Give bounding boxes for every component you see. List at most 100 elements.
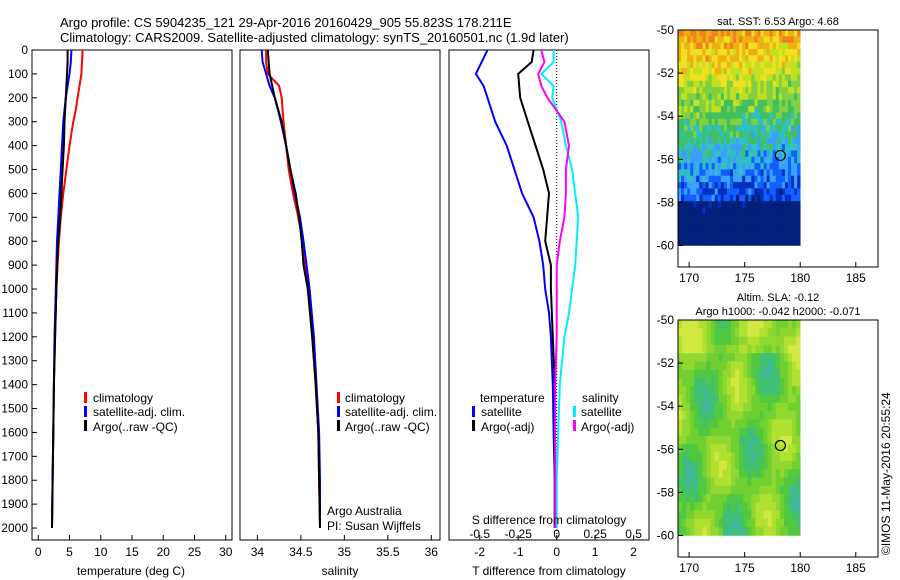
sla-cell <box>678 320 683 329</box>
sst-cell <box>714 131 719 139</box>
sla-cell <box>771 369 777 379</box>
sst-cell <box>748 131 752 139</box>
sst-cell <box>684 87 688 94</box>
sst-cell <box>687 213 691 221</box>
sst-cell <box>678 87 682 94</box>
sst-cell <box>720 74 725 81</box>
sst-cell <box>684 137 688 145</box>
sla-cell <box>694 502 699 511</box>
sst-cell <box>705 194 709 202</box>
x-tick-label: 34 <box>251 545 265 559</box>
sst-cell <box>766 163 770 170</box>
sst-cell <box>788 188 792 196</box>
sla-cell <box>792 427 797 437</box>
sst-cell <box>684 68 688 75</box>
sla-cell <box>730 427 736 437</box>
x-tick-label: 30 <box>219 545 233 559</box>
sst-cell <box>729 30 734 37</box>
sla-cell <box>690 369 695 379</box>
sst-cell <box>784 99 789 107</box>
sst-cell <box>794 49 798 56</box>
sla-cell <box>739 402 744 412</box>
sst-cell <box>797 99 801 107</box>
sla-cell <box>743 336 748 346</box>
sst-cell <box>720 106 725 113</box>
sla-cell <box>788 494 793 503</box>
sla-cell <box>714 436 720 445</box>
sla-cell <box>763 502 768 511</box>
sst-cell <box>754 42 758 50</box>
sst-cell <box>714 220 719 227</box>
sst-cell <box>760 163 764 170</box>
sst-cell <box>687 36 691 43</box>
sst-cell <box>760 232 764 240</box>
sla-cell <box>792 485 797 495</box>
sst-map: sat. SST: 6.53 Argo: 4.68 -50-52-54-56-5… <box>657 16 879 285</box>
sst-cell <box>736 99 740 107</box>
sla-cell <box>686 419 691 429</box>
sla-cell <box>735 494 740 503</box>
sst-cell <box>772 74 777 81</box>
sst-cell <box>702 61 706 69</box>
sla-cell <box>682 320 687 329</box>
sst-cell <box>757 213 761 221</box>
sst-cell <box>684 112 688 120</box>
sst-cell <box>705 131 709 139</box>
sla-cell <box>686 344 691 354</box>
sst-cell <box>763 42 767 50</box>
sst-cell <box>705 99 709 107</box>
sst-cell <box>736 112 740 120</box>
sla-cell <box>686 328 691 337</box>
sla-cell <box>767 361 772 371</box>
sla-cell <box>792 411 797 420</box>
sla-cell <box>783 502 789 511</box>
sst-cell <box>757 175 761 183</box>
sla-cell <box>792 378 797 387</box>
sla-cell <box>694 485 699 495</box>
sst-cell <box>733 30 737 37</box>
sla-heatmap <box>678 320 801 536</box>
sst-cell <box>739 93 743 101</box>
sst-cell <box>681 194 685 202</box>
x-tick-label: 0 <box>553 545 560 559</box>
sla-cell <box>747 494 752 503</box>
sst-cell <box>739 112 743 120</box>
sst-cell <box>684 207 688 215</box>
sst-cell <box>742 201 746 208</box>
sst-cell <box>751 144 755 151</box>
header-line-2: Climatology: CARS2009. Satellite-adjuste… <box>60 30 569 45</box>
sla-cell <box>739 419 744 429</box>
sst-cell <box>708 220 712 227</box>
sla-cell <box>698 510 703 520</box>
sst-cell <box>748 144 752 151</box>
sst-cell <box>784 232 789 240</box>
sst-cell <box>775 36 780 43</box>
sst-cell <box>690 61 694 69</box>
sst-cell <box>757 99 761 107</box>
sst-cell <box>794 156 798 164</box>
sst-cell <box>797 74 801 81</box>
sst-cell <box>720 30 725 37</box>
sst-cell <box>778 213 783 221</box>
sla-cell <box>698 378 703 387</box>
sla-cell <box>751 485 756 495</box>
sla-cell <box>788 369 793 379</box>
sst-cell <box>754 118 758 126</box>
sla-cell <box>702 320 707 329</box>
sst-cell <box>690 99 694 107</box>
sla-cell <box>706 320 711 329</box>
sla-cell <box>751 336 756 346</box>
sst-cell <box>733 80 737 88</box>
sst-cell <box>699 188 703 196</box>
sst-cell <box>690 42 694 50</box>
sst-cell <box>708 169 712 177</box>
sst-cell <box>693 61 697 69</box>
sst-cell <box>693 118 697 126</box>
sst-cell <box>693 144 697 151</box>
sst-cell <box>708 150 712 158</box>
sla-cell <box>735 386 740 395</box>
sla-cell <box>775 469 781 478</box>
sst-cell <box>772 144 777 151</box>
sla-cell <box>710 361 715 371</box>
sla-cell <box>730 444 736 453</box>
